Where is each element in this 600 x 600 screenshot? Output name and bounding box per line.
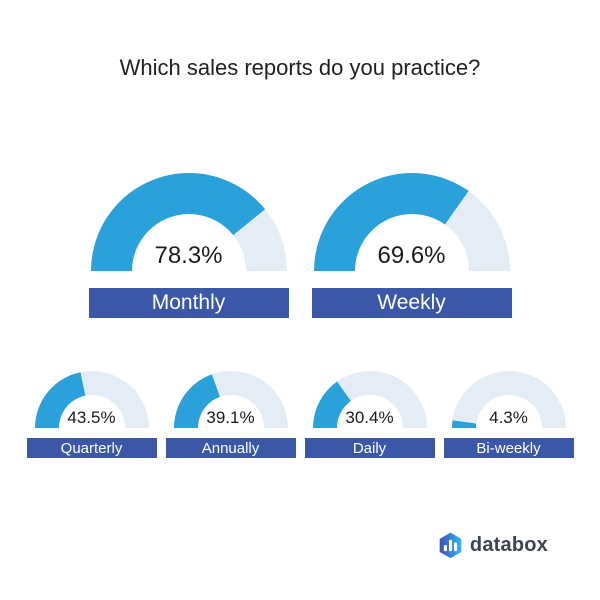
gauge-label: Bi-weekly: [443, 438, 574, 458]
gauge-label: Annually: [165, 438, 296, 458]
gauge-value: 30.4%: [345, 408, 394, 427]
gauge-quarterly: 43.5% Quarterly: [26, 371, 157, 458]
gauge-row-small: 43.5% Quarterly 39.1% Annually 30.4% Dai…: [0, 371, 600, 458]
gauge-label: Weekly: [311, 288, 512, 318]
gauge-monthly: 78.3% Monthly: [88, 173, 289, 318]
gauge-arc: 69.6%: [313, 173, 510, 271]
gauge-label: Daily: [304, 438, 435, 458]
databox-hexagon-bar-chart-icon: [439, 532, 462, 559]
gauge-arc: 43.5%: [34, 371, 149, 428]
gauge-daily: 30.4% Daily: [304, 371, 435, 458]
gauge-arc: 4.3%: [451, 371, 566, 428]
gauge-value: 4.3%: [489, 408, 528, 427]
gauge-value: 69.6%: [377, 242, 446, 269]
gauge-label: Monthly: [88, 288, 289, 318]
gauge-arc: 39.1%: [173, 371, 288, 428]
chart-title: Which sales reports do you practice?: [119, 55, 481, 80]
gauge-arc: 30.4%: [312, 371, 427, 428]
databox-logo: databox: [438, 532, 548, 559]
gauge-arc: 78.3%: [90, 173, 287, 271]
gauge-biweekly: 4.3% Bi-weekly: [443, 371, 574, 458]
gauge-value: 43.5%: [67, 408, 116, 427]
gauge-label: Quarterly: [26, 438, 157, 458]
gauge-weekly: 69.6% Weekly: [311, 173, 512, 318]
databox-wordmark: databox: [469, 534, 548, 556]
gauge-row-large: 78.3% Monthly 69.6% Weekly: [0, 173, 600, 318]
gauge-value: 39.1%: [206, 408, 255, 427]
gauge-annually: 39.1% Annually: [165, 371, 296, 458]
gauge-value: 78.3%: [154, 242, 223, 269]
